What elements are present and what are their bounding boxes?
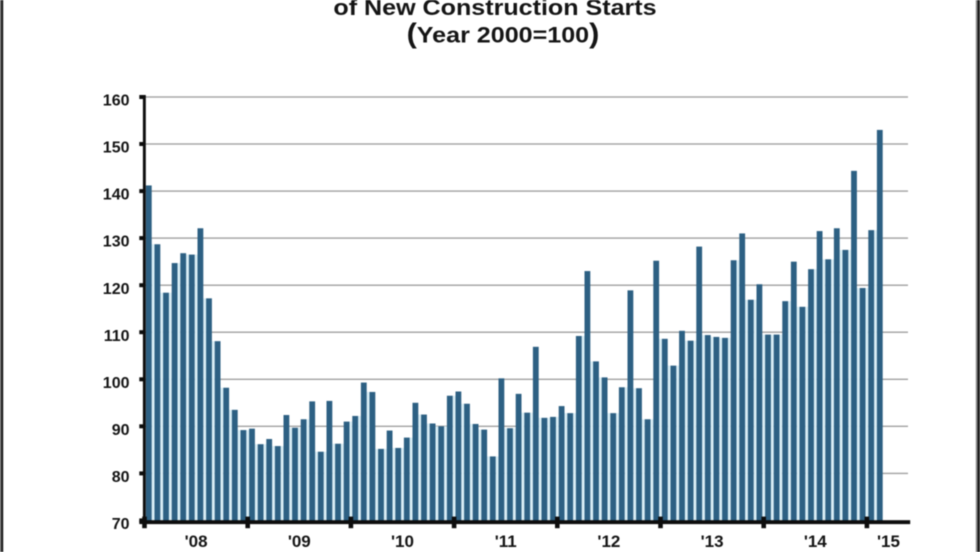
svg-text:'12: '12 [597, 532, 620, 551]
svg-text:'09: '09 [288, 532, 311, 551]
svg-text:130: 130 [103, 234, 130, 251]
svg-text:100: 100 [103, 375, 130, 392]
svg-text:80: 80 [112, 469, 130, 486]
svg-text:120: 120 [103, 281, 130, 298]
svg-text:160: 160 [103, 93, 130, 110]
svg-text:140: 140 [103, 187, 130, 204]
svg-text:'08: '08 [185, 532, 208, 551]
svg-text:'15: '15 [877, 532, 900, 551]
svg-text:'14: '14 [804, 532, 827, 551]
svg-text:70: 70 [112, 516, 130, 533]
svg-text:150: 150 [103, 140, 130, 157]
svg-text:'11: '11 [495, 532, 517, 551]
svg-text:90: 90 [112, 422, 130, 439]
svg-text:'13: '13 [701, 532, 724, 551]
svg-text:'10: '10 [391, 532, 414, 551]
svg-text:(Year 2000=100): (Year 2000=100) [407, 18, 600, 49]
svg-text:of New Construction Starts: of New Construction Starts [333, 0, 656, 20]
svg-text:110: 110 [104, 328, 130, 345]
